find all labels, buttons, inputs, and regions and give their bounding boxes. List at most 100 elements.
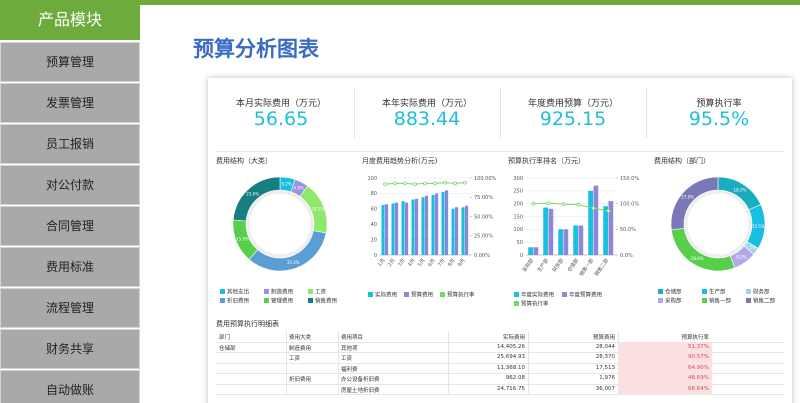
table-cell: 制造费用 xyxy=(289,345,312,352)
y2-tick-label: 150.0% xyxy=(620,176,639,182)
row-line xyxy=(216,352,784,353)
chart-title: 预算执行率排名（万元） xyxy=(508,156,585,165)
menu-item[interactable]: 流程管理 xyxy=(0,288,140,328)
y-tick-label: 60 xyxy=(371,207,377,213)
line-point xyxy=(463,180,467,185)
table-cell: 25,694.93 xyxy=(497,354,525,360)
menu-item[interactable]: 预算管理 xyxy=(0,42,140,82)
table-header: 费用大类 xyxy=(289,335,312,341)
y2-tick-label: 50.00% xyxy=(474,214,493,220)
segment-label: 15.0% xyxy=(236,237,249,242)
table-title: 费用预算执行明细表 xyxy=(216,320,279,328)
menu-item[interactable]: 对公付款 xyxy=(0,165,140,205)
bar xyxy=(455,207,459,255)
bar xyxy=(431,194,435,255)
menu-item[interactable]: 发票管理 xyxy=(0,83,140,123)
y-tick-label: 80 xyxy=(371,191,377,197)
table-cell: 64.90% xyxy=(688,364,709,371)
x-tick-label: 6月 xyxy=(427,258,437,268)
bar xyxy=(405,202,409,255)
line-point xyxy=(383,182,387,187)
menu-item[interactable]: 财务共享 xyxy=(0,329,140,369)
legend-label: 销售二部 xyxy=(753,297,776,305)
bar xyxy=(461,207,465,255)
legend-swatch xyxy=(368,292,373,297)
menu-item[interactable]: 合同管理 xyxy=(0,206,140,246)
segment-label: 27.0% xyxy=(681,195,694,200)
rate-cell-bg xyxy=(618,383,712,394)
bar xyxy=(578,225,584,255)
bar xyxy=(593,185,599,255)
x-tick-label: 销售一部 xyxy=(578,257,595,277)
kpi-value: 95.5% xyxy=(688,108,750,130)
y-tick-label: 200 xyxy=(513,201,523,207)
line-point xyxy=(393,181,397,186)
line-point xyxy=(443,180,447,185)
bar xyxy=(385,204,389,255)
line-point xyxy=(433,181,437,186)
donut-segment xyxy=(232,176,281,222)
divider xyxy=(216,151,784,152)
legend-swatch xyxy=(746,298,751,303)
col-line xyxy=(286,331,287,394)
legend-label: 仓储部 xyxy=(665,288,682,296)
chart: 预算执行率排名（万元） 0 50 100 150 200 250 300 0.0% 50.0% 10… xyxy=(508,156,639,308)
table-cell: 28,044 xyxy=(595,343,615,350)
legend-label: 管理费用 xyxy=(271,297,293,305)
chart: 费用结构（部门） 18.2% 15.5% 2.5%8.0% 28.8% 27.0% 仓储部 生… xyxy=(654,156,776,305)
bar xyxy=(421,197,425,255)
col-line xyxy=(448,331,449,394)
bar xyxy=(401,201,405,255)
table-header: 部门 xyxy=(219,335,231,341)
x-tick-label: 4月 xyxy=(407,258,417,268)
sidebar-header[interactable]: 产品模块 xyxy=(0,0,140,40)
line-point xyxy=(546,201,551,206)
line-point xyxy=(453,181,457,186)
segment-label: 2.5% xyxy=(746,245,756,250)
bar xyxy=(543,207,548,255)
row-line xyxy=(216,394,784,395)
chart: 费用结构（大类） 5.2%4.8% 18.1% 33.3% 15.0% 23.6% 其他支出… xyxy=(216,156,337,305)
y-tick-label: 50 xyxy=(517,240,523,246)
top-bar xyxy=(140,0,800,5)
x-tick-label: 生产部 xyxy=(536,257,550,273)
bar xyxy=(425,195,429,255)
table-cell: 962.08 xyxy=(505,375,525,381)
table-header: 预算费用 xyxy=(592,335,615,341)
line-series xyxy=(533,202,609,212)
y2-tick-label: 75.00% xyxy=(474,195,493,201)
bar xyxy=(465,205,469,255)
segment-label: 33.3% xyxy=(287,260,300,265)
rate-cell-bg xyxy=(618,341,712,352)
bar xyxy=(588,190,593,255)
segment-label: 18.2% xyxy=(734,187,747,192)
legend-swatch xyxy=(562,292,567,297)
segment-label: 28.8% xyxy=(691,256,704,261)
menu-item[interactable]: 费用标准 xyxy=(0,247,140,287)
menu-item[interactable]: 员工报销 xyxy=(0,124,140,164)
legend-swatch xyxy=(264,289,269,294)
sidebar: 产品模块 预算管理 发票管理 员工报销 对公付款 合同管理 费用标准 流程管理 财务共享 自动做账 xyxy=(0,0,140,403)
bar xyxy=(563,229,569,255)
line-point xyxy=(576,202,581,207)
table-cell: 折旧费用 xyxy=(289,377,312,383)
bar xyxy=(533,247,539,255)
y-tick-label: 0 xyxy=(374,253,377,259)
x-tick-label: 采购部 xyxy=(521,257,535,273)
segment-label: 8.0% xyxy=(736,255,746,260)
y-tick-label: 20 xyxy=(371,237,377,243)
y-tick-label: 100 xyxy=(367,176,377,182)
line-point xyxy=(403,181,407,186)
segment-label: 18.1% xyxy=(311,207,324,212)
col-line xyxy=(528,331,529,394)
table-cell: 仓储部 xyxy=(219,345,236,352)
table-cell: 办公设备折旧费 xyxy=(341,377,380,383)
line-point xyxy=(423,181,427,186)
y-tick-label: 300 xyxy=(513,176,523,182)
menu-item[interactable]: 自动做账 xyxy=(0,370,140,403)
chart-title: 费用结构（部门） xyxy=(654,156,710,165)
x-tick-label: 9月 xyxy=(457,258,467,268)
bar xyxy=(558,229,563,255)
table-cell: 90.57% xyxy=(688,354,709,360)
rate-cell-bg xyxy=(618,362,712,373)
